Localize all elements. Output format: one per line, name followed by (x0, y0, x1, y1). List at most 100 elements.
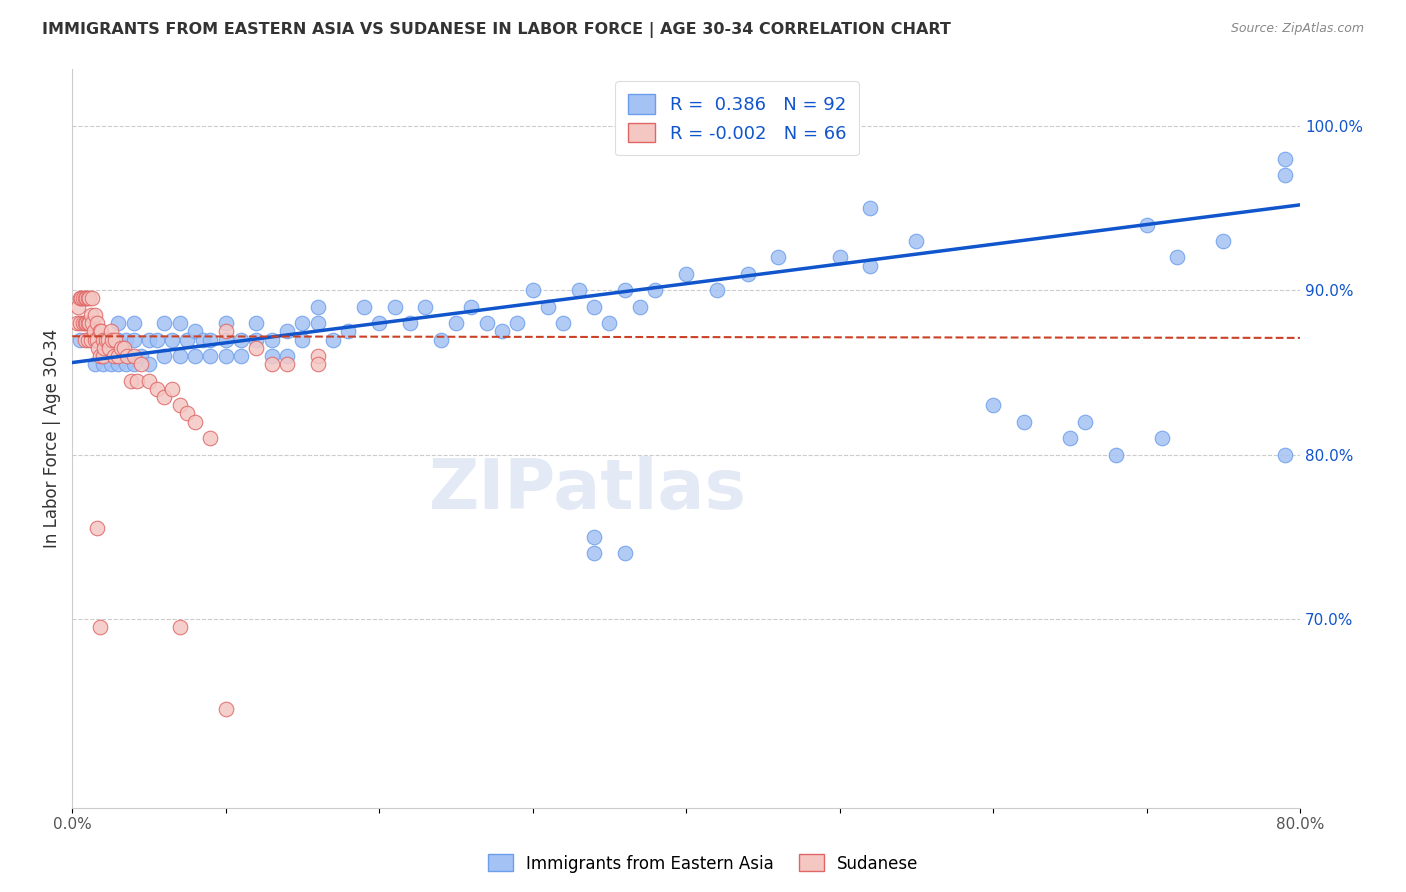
Point (107, 349, 129, 363)
Point (160, 333, 183, 347)
Point (69, 333, 91, 347)
Point (413, 300, 436, 314)
Legend: Immigrants from Eastern Asia, Sudanese: Immigrants from Eastern Asia, Sudanese (481, 847, 925, 880)
Point (200, 349, 222, 363)
Legend: R =  0.386   N = 92, R = -0.002   N = 66: R = 0.386 N = 92, R = -0.002 N = 66 (616, 81, 859, 155)
Point (98, 341, 121, 355)
Point (307, 316, 329, 330)
Point (353, 300, 375, 314)
Point (79, 308, 101, 322)
Point (859, 259, 882, 273)
Point (75, 316, 97, 330)
Point (84, 308, 107, 322)
Point (120, 374, 142, 388)
Point (70, 292, 93, 306)
Point (76, 316, 98, 330)
Point (76, 292, 98, 306)
Point (399, 316, 422, 330)
Point (160, 382, 183, 396)
Point (90, 324, 112, 338)
Point (103, 349, 125, 363)
Point (307, 300, 329, 314)
Point (1074, 415, 1097, 429)
Point (100, 324, 122, 338)
Point (72, 316, 94, 330)
Point (522, 283, 544, 297)
Point (107, 357, 129, 371)
Point (75, 292, 97, 306)
Point (129, 357, 152, 371)
Point (89, 349, 111, 363)
Point (506, 316, 529, 330)
Point (537, 300, 560, 314)
Point (245, 316, 267, 330)
Point (215, 702, 238, 716)
Point (122, 316, 145, 330)
Point (1135, 218, 1157, 232)
Point (73, 333, 96, 347)
Point (260, 349, 283, 363)
Point (184, 324, 207, 338)
Point (200, 431, 222, 445)
Point (184, 349, 207, 363)
Point (200, 333, 222, 347)
Point (93, 341, 115, 355)
Point (169, 349, 191, 363)
Point (1012, 415, 1035, 429)
Point (72, 292, 94, 306)
Point (307, 357, 329, 371)
Point (176, 407, 198, 421)
Point (215, 324, 238, 338)
Point (94, 333, 117, 347)
Point (291, 316, 314, 330)
Point (1059, 431, 1081, 445)
Point (583, 300, 606, 314)
Point (122, 349, 145, 363)
Point (215, 316, 238, 330)
Point (91, 333, 114, 347)
Point (260, 357, 283, 371)
Point (245, 341, 267, 355)
Point (91, 349, 114, 363)
Point (115, 357, 138, 371)
Point (77, 292, 100, 306)
Point (153, 316, 176, 330)
Point (613, 283, 636, 297)
Point (76, 333, 98, 347)
Point (145, 382, 167, 396)
Point (145, 333, 167, 347)
Point (69, 316, 91, 330)
Point (86, 333, 108, 347)
Point (613, 546, 636, 560)
Point (169, 316, 191, 330)
Point (169, 398, 191, 412)
Point (82, 316, 104, 330)
Point (169, 620, 191, 634)
Text: IMMIGRANTS FROM EASTERN ASIA VS SUDANESE IN LABOR FORCE | AGE 30-34 CORRELATION : IMMIGRANTS FROM EASTERN ASIA VS SUDANESE… (42, 22, 950, 38)
Point (553, 316, 575, 330)
Point (245, 333, 267, 347)
Point (491, 324, 513, 338)
Point (107, 316, 129, 330)
Point (73, 316, 96, 330)
Point (89, 620, 111, 634)
Point (91, 357, 114, 371)
Point (117, 349, 139, 363)
Point (828, 251, 851, 265)
Point (184, 415, 207, 429)
Point (276, 357, 298, 371)
Point (859, 201, 882, 215)
Point (291, 333, 314, 347)
Point (276, 324, 298, 338)
Point (628, 300, 651, 314)
Point (583, 546, 606, 560)
Point (905, 234, 928, 248)
Point (86, 521, 108, 535)
Point (110, 341, 132, 355)
Point (104, 333, 127, 347)
Point (83, 324, 105, 338)
Point (86, 316, 108, 330)
Point (191, 333, 214, 347)
Point (215, 333, 238, 347)
Point (82, 292, 104, 306)
